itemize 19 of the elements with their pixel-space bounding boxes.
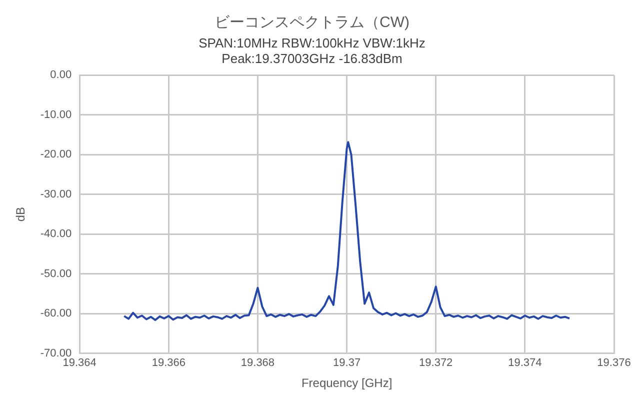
y-tick-label: -60.00 <box>40 308 72 320</box>
x-tick-label: 19.374 <box>508 357 542 370</box>
x-tick-label: 19.37 <box>333 357 361 370</box>
y-tick-label: -20.00 <box>40 148 72 161</box>
x-tick-label: 19.364 <box>62 357 96 370</box>
chart-subtitle: SPAN:10MHz RBW:100kHz VBW:1kHz Peak:19.37003GHz -16.83dBm <box>198 35 426 66</box>
y-tick-label: -50.00 <box>40 268 72 280</box>
y-axis-title: dB <box>14 206 28 222</box>
x-axis-title: Frequency [GHz] <box>301 376 392 390</box>
x-tick-label: 19.366 <box>152 357 186 370</box>
y-tick-label: -10.00 <box>40 108 72 121</box>
chart-title: ビーコンスペクトラム（CW) <box>214 14 410 32</box>
y-tick-label: -70.00 <box>40 347 72 360</box>
y-tick-label: -40.00 <box>40 228 72 240</box>
x-tick-label: 19.376 <box>597 357 631 370</box>
y-tick-label: 0.00 <box>50 69 72 82</box>
x-tick-label: 19.368 <box>240 357 275 370</box>
y-tick-label: -30.00 <box>40 188 72 200</box>
x-tick-label: 19.372 <box>419 357 453 370</box>
